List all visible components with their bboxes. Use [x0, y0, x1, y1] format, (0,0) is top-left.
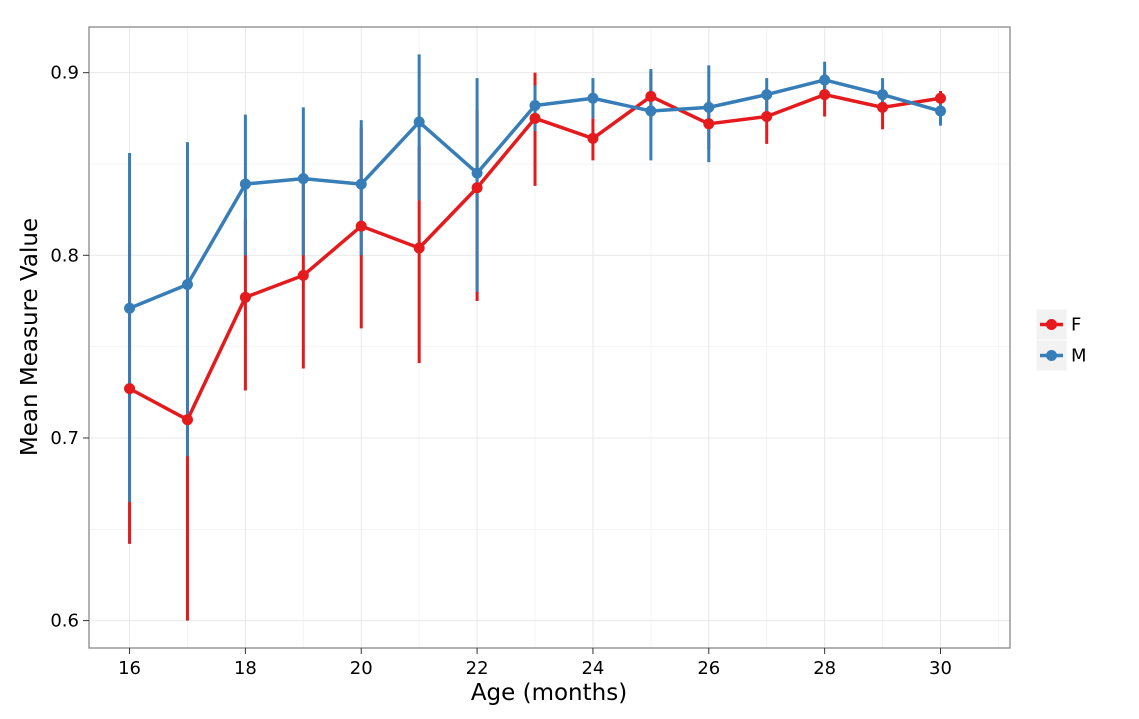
data-point-m [413, 116, 425, 128]
y-axis-title: Mean Measure Value [17, 218, 43, 456]
data-point-f [645, 90, 657, 102]
data-point-m [761, 89, 773, 101]
plot-panel [89, 27, 1010, 648]
x-tick-label: 22 [466, 658, 489, 679]
y-tick-label: 0.6 [50, 611, 79, 632]
x-tick-label: 24 [581, 658, 604, 679]
data-point-m [645, 105, 657, 117]
data-point-m [934, 105, 946, 117]
data-point-m [819, 74, 831, 86]
data-point-f [529, 112, 541, 124]
x-axis-title: Age (months) [471, 680, 627, 706]
data-point-f [355, 220, 367, 232]
data-point-f [587, 132, 599, 144]
x-tick-label: 26 [697, 658, 720, 679]
data-point-m [124, 302, 136, 314]
data-point-m [587, 92, 599, 104]
data-point-m [471, 167, 483, 179]
data-point-f [819, 89, 831, 101]
data-point-m [239, 178, 251, 190]
data-point-f [703, 118, 715, 130]
x-tick-label: 18 [234, 658, 257, 679]
data-points [124, 74, 946, 426]
data-point-f [239, 291, 251, 303]
x-tick-label: 28 [813, 658, 836, 679]
data-point-m [703, 101, 715, 113]
legend-label-f: F [1071, 315, 1081, 336]
axis-ticks: 16 18 20 22 24 26 28 30 0.6 0.7 0.8 0.9 [50, 63, 952, 679]
x-tick-label: 20 [350, 658, 373, 679]
data-point-f [877, 101, 889, 113]
data-point-m [297, 173, 309, 185]
x-tick-label: 30 [929, 658, 952, 679]
legend-marker-f [1046, 319, 1057, 330]
data-point-f [761, 110, 773, 122]
data-point-m [355, 178, 367, 190]
data-point-m [877, 89, 889, 101]
data-point-f [471, 182, 483, 194]
y-tick-label: 0.7 [50, 428, 79, 449]
data-point-m [181, 279, 193, 291]
data-point-f [297, 269, 309, 281]
y-tick-label: 0.8 [50, 245, 79, 266]
plot-border [88, 26, 1011, 649]
data-point-f [934, 92, 946, 104]
data-point-f [181, 414, 193, 426]
y-tick-label: 0.9 [50, 63, 79, 84]
x-tick-label: 16 [118, 658, 141, 679]
legend-label-m: M [1071, 346, 1087, 367]
data-point-m [529, 100, 541, 112]
legend-marker-m [1046, 350, 1057, 361]
legend: FM [1035, 308, 1087, 372]
data-point-f [413, 242, 425, 254]
data-point-f [124, 383, 136, 395]
